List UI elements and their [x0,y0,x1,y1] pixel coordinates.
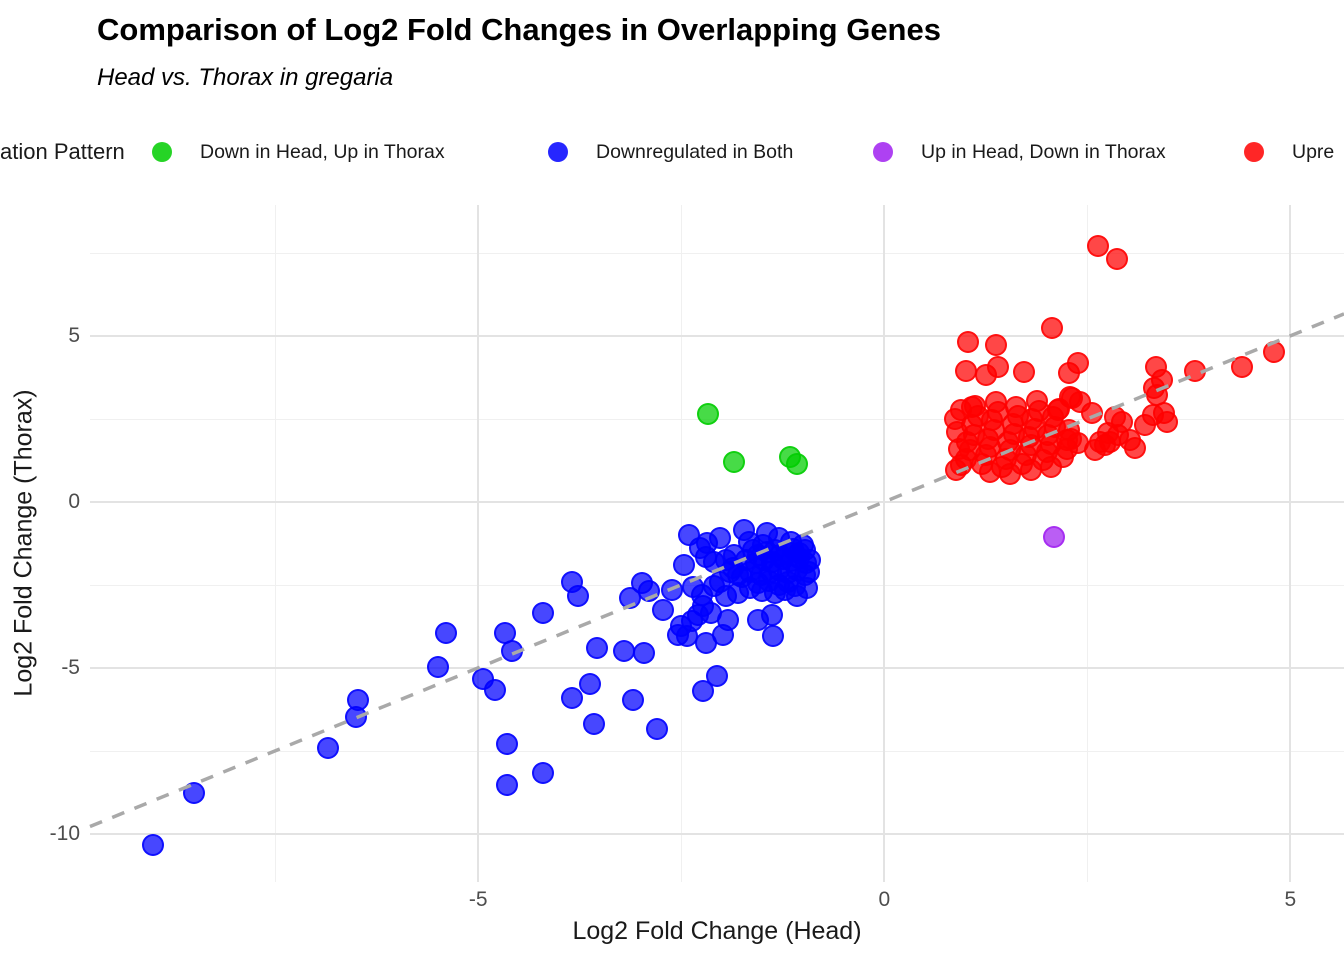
gridline-minor [1087,205,1089,882]
point-upre [1047,397,1070,420]
point-downregulated-in-both [579,673,602,696]
point-upre [1019,459,1042,482]
chart-title: Comparison of Log2 Fold Changes in Overl… [97,12,941,47]
point-downregulated-in-both [532,602,555,625]
legend-dot-icon [548,142,568,162]
x-tick-label: 5 [1284,888,1297,911]
x-axis-title: Log2 Fold Change (Head) [572,917,862,945]
point-downregulated-in-both [694,545,717,568]
gridline-minor [275,205,277,882]
point-downregulated-in-both [632,641,655,664]
y-tick-label: 0 [68,489,80,513]
chart-subtitle: Head vs. Thorax in gregaria [97,64,394,91]
y-tick-label: 5 [68,323,80,347]
point-upre [1086,235,1109,258]
point-upre [1067,351,1090,374]
point-upre [985,391,1008,414]
point-upre [1124,436,1147,459]
x-tick-label: -5 [468,888,488,911]
point-upre [987,356,1009,379]
point-downregulated-in-both [690,583,713,606]
point-upre [1183,360,1206,383]
point-down-in-head-up-in-thorax [697,402,720,425]
legend: ation Pattern Down in Head, Up in Thorax… [0,136,1344,170]
point-downregulated-in-both [645,718,668,741]
point-downregulated-in-both [585,636,608,659]
point-up-in-head-down-in-thorax [1043,525,1066,548]
point-upre [999,462,1022,485]
point-downregulated-in-both [706,665,728,688]
point-downregulated-in-both [532,761,555,784]
point-upre [1013,361,1035,384]
point-upre [1058,419,1081,442]
point-downregulated-in-both [761,603,784,626]
point-upre [1039,455,1062,478]
legend-item-label: Up in Head, Down in Thorax [921,141,1166,163]
point-downregulated-in-both [727,582,750,605]
x-tick-label: 0 [878,888,891,911]
point-down-in-head-up-in-thorax [723,450,746,473]
point-downregulated-in-both [344,705,367,728]
y-tick-label: -5 [61,655,80,679]
point-downregulated-in-both [797,560,820,583]
point-upre [1041,316,1064,339]
legend-item-label: Downregulated in Both [596,141,794,163]
point-upre [956,331,979,354]
y-axis-title: Log2 Fold Change (Thorax) [9,389,38,697]
point-downregulated-in-both [316,736,339,759]
legend-item-label: Upre [1292,141,1335,163]
point-downregulated-in-both [495,733,518,756]
legend-dot-icon [1244,142,1264,162]
point-downregulated-in-both [484,679,507,702]
point-upre [943,407,966,430]
legend-title: ation Pattern [0,139,125,164]
y-tick-label: -10 [49,821,80,845]
point-downregulated-in-both [182,782,205,805]
point-downregulated-in-both [582,713,605,736]
point-upre [1230,356,1253,379]
point-upre [978,460,1001,483]
plot-panel [89,205,1344,882]
legend-dot-icon [873,142,893,162]
gridline-major [90,832,1344,835]
point-downregulated-in-both [652,598,675,621]
point-upre [1094,433,1117,456]
point-upre [1146,383,1169,406]
legend-item-label: Down in Head, Up in Thorax [200,141,445,163]
point-down-in-head-up-in-thorax [785,452,808,475]
point-downregulated-in-both [501,640,524,663]
point-downregulated-in-both [661,578,684,601]
point-upre [1081,401,1104,424]
point-upre [1106,248,1129,271]
gridline-major [883,205,886,882]
point-downregulated-in-both [637,580,660,603]
point-upre [1263,341,1286,364]
point-upre [1155,410,1178,433]
gridline-major [477,205,480,882]
gridline-major [90,334,1344,337]
gridline-major [90,500,1344,503]
point-downregulated-in-both [762,625,785,648]
point-downregulated-in-both [672,553,695,576]
point-upre [954,360,977,383]
point-downregulated-in-both [567,585,590,608]
point-downregulated-in-both [621,688,644,711]
point-upre [984,333,1007,356]
point-downregulated-in-both [496,773,519,796]
gridline-major [1289,205,1292,882]
legend-dot-icon [152,142,172,162]
point-downregulated-in-both [426,655,449,678]
point-downregulated-in-both [142,834,165,857]
point-downregulated-in-both [434,621,457,644]
gridline-minor [90,252,1344,254]
gridline-minor [90,750,1344,752]
point-upre [944,459,967,482]
